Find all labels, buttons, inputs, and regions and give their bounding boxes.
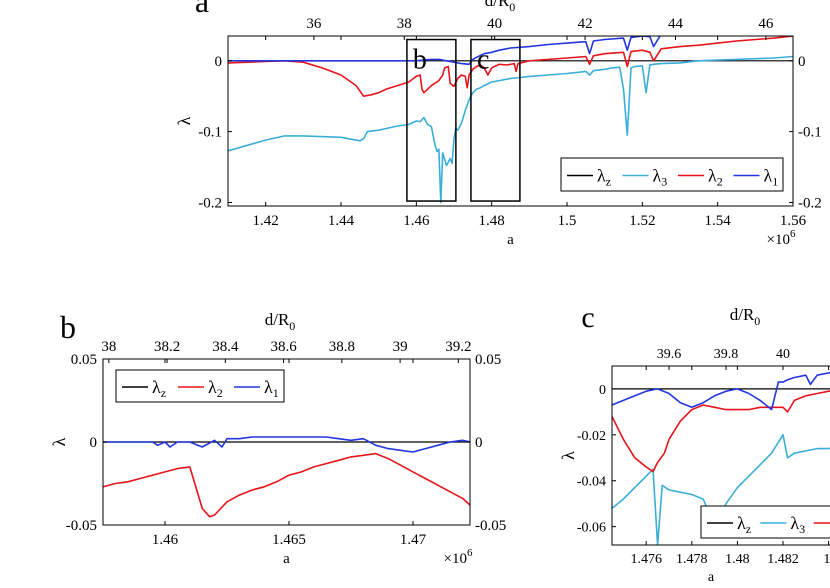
legend-label-sub: 2 [217, 386, 223, 400]
x-axis-label: a [283, 551, 290, 567]
x-tick-label: 1.46 [403, 213, 430, 229]
plot-frame [227, 35, 794, 207]
top-tick-label: 38.4 [212, 339, 239, 355]
panel-label: a [195, 0, 209, 19]
x-tick-label: 1.42 [253, 213, 279, 229]
y-axis-label: λ [49, 437, 69, 446]
series-line-l1-3 [228, 36, 661, 66]
legend-label-sub: 2 [717, 175, 723, 189]
top-axis-label-sub: 0 [509, 0, 515, 14]
x-tick-label: 1.476 [630, 552, 662, 567]
legend-label-sub: 1 [772, 175, 778, 189]
legend-label-sub: z [161, 386, 166, 400]
x-exponent-power: 6 [790, 228, 796, 240]
top-axis-label: d/R0 [485, 0, 516, 14]
top-tick-label: 38.2 [154, 339, 180, 355]
y-tick-label: -0.04 [577, 475, 606, 490]
panel-label: c [581, 301, 594, 334]
x-tick-label: 1.48 [479, 213, 505, 229]
x-tick-label: 1.478 [676, 552, 708, 567]
top-tick-label: 42 [578, 16, 593, 32]
zoom-box-label-b: b [413, 45, 427, 76]
x-tick-label: 1.44 [328, 213, 355, 229]
x-tick-label: 1.47 [400, 532, 427, 548]
y-tick-label: -0.05 [66, 518, 97, 534]
top-tick-label: 38 [397, 16, 412, 32]
series-line-l3-1 [228, 55, 793, 204]
x-tick-label: 1. [823, 552, 830, 567]
top-axis-label-sub: 0 [289, 319, 295, 333]
top-tick-label: 38.6 [270, 339, 297, 355]
zoom-box-label-c: c [477, 45, 489, 76]
y-tick-label: 0 [90, 435, 98, 451]
top-tick-label: 39.2 [445, 339, 471, 355]
legend-label-sub: z [606, 175, 611, 189]
series-group [228, 36, 793, 204]
x-axis-label: a [507, 232, 514, 248]
y-tick-label-right: -0.2 [798, 195, 822, 211]
y-axis-label: λ [558, 451, 578, 460]
x-tick-label: 1.465 [272, 532, 306, 548]
y-tick-label: 0.05 [71, 352, 97, 368]
y-tick-label: -0.1 [198, 125, 222, 141]
top-tick-label: 38.8 [329, 339, 355, 355]
x-tick-label: 1.46 [152, 532, 179, 548]
panel-c: 1.476 1.478 1.48 1.482 1. 39.6 39.8 40 0 -0.02 -0.… [558, 301, 830, 585]
y-tick-label: -0.2 [198, 195, 222, 211]
y-tick-label: 0 [599, 383, 606, 398]
series-line-l2-2 [228, 36, 793, 97]
x-tick-label: 1.54 [705, 213, 732, 229]
top-tick-label: 44 [668, 16, 684, 32]
x-exponent-label: ×106 [444, 547, 473, 567]
series-line-l2-1 [103, 452, 470, 518]
top-tick-label: 40 [776, 347, 790, 362]
top-axis-label-sub: 0 [754, 314, 760, 328]
legend-label-sub: 1 [273, 386, 279, 400]
series-group [103, 436, 470, 518]
top-tick-label: 36 [306, 16, 322, 32]
top-tick-label: 38 [101, 339, 116, 355]
x-tick-label: 1.5 [558, 213, 577, 229]
top-tick-label: 39.6 [657, 347, 682, 362]
top-tick-label: 39.8 [714, 347, 739, 362]
y-tick-label-right: -0.1 [798, 125, 822, 141]
y-axis-label: λ [174, 116, 194, 125]
x-tick-label: 1.48 [725, 552, 750, 567]
legend-box [115, 369, 285, 403]
zoom-box-c [470, 38, 521, 202]
top-axis-label: d/R0 [730, 305, 761, 328]
legend-label-sub: 3 [661, 175, 667, 189]
series-line-l1-3 [612, 372, 830, 411]
y-tick-label-right: -0.05 [475, 518, 506, 534]
y-tick-label-right: 0 [475, 435, 483, 451]
x-tick-label: 1.52 [629, 213, 655, 229]
y-tick-label: -0.02 [577, 429, 606, 444]
legend-box [700, 505, 830, 539]
x-axis-label: a [708, 570, 715, 585]
x-exponent-power: 6 [467, 547, 473, 559]
panel-label: b [60, 309, 76, 345]
legend-label-sub: 3 [799, 522, 805, 536]
x-tick-label: 1.56 [780, 213, 807, 229]
top-tick-label: 39 [393, 339, 408, 355]
x-tick-label: 1.482 [767, 552, 799, 567]
legend-box [560, 157, 784, 192]
y-tick-label-right: 0.05 [475, 352, 501, 368]
top-tick-label: 46 [758, 16, 774, 32]
series-line-l2-2 [612, 390, 830, 473]
y-tick-label: 0 [215, 54, 223, 70]
y-tick-label: -0.06 [577, 521, 606, 536]
series-line-l1-2 [103, 436, 470, 453]
x-exponent-label: ×106 [767, 228, 796, 248]
legend-label-sub: z [746, 522, 751, 536]
top-tick-label: 40 [487, 16, 502, 32]
zoom-box-b [406, 38, 457, 202]
y-tick-label-right: 0 [798, 54, 806, 70]
top-axis-label: d/R0 [265, 310, 296, 333]
